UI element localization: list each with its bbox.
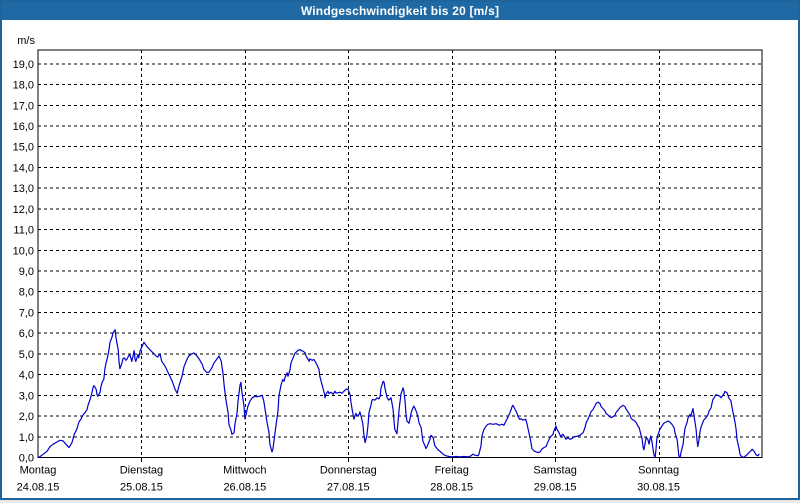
x-date-label: 25.08.15	[120, 482, 163, 494]
y-tick-label: 9,0	[19, 266, 34, 278]
y-tick-label: 8,0	[19, 287, 34, 299]
y-tick-label: 7,0	[19, 307, 34, 319]
plot-border	[37, 49, 763, 458]
window-title: Windgeschwindigkeit bis 20 [m/s]	[300, 4, 500, 18]
y-tick-label: 14,0	[13, 162, 34, 174]
x-date-label: 26.08.15	[223, 482, 266, 494]
y-tick-label: 10,0	[13, 245, 34, 257]
y-tick-label: 18,0	[13, 80, 34, 92]
y-tick-label: 15,0	[13, 142, 34, 154]
y-axis-unit-label: m/s	[17, 35, 35, 47]
y-tick-label: 19,0	[13, 59, 34, 71]
y-tick-label: 17,0	[13, 100, 34, 112]
x-date-label: 27.08.15	[327, 482, 370, 494]
wind-speed-chart: m/s 0,0 1,0 2,0 3,0 4,0 5,0 6,0 7,0 8,0 9,0 10,0 11,…	[13, 35, 763, 494]
x-date-label: 29.08.15	[534, 482, 577, 494]
y-tick-label: 16,0	[13, 121, 34, 133]
x-date-label: 30.08.15	[637, 482, 680, 494]
y-tick-label: 2,0	[19, 411, 34, 423]
y-tick-label: 11,0	[13, 225, 34, 237]
y-tick-label: 12,0	[13, 204, 34, 216]
x-date-label: 28.08.15	[430, 482, 473, 494]
y-tick-label: 5,0	[19, 349, 34, 361]
x-day-label: Donnerstag	[320, 465, 377, 477]
y-tick-label: 4,0	[19, 370, 34, 382]
x-day-label: Mittwoch	[223, 465, 266, 477]
x-day-label: Sonntag	[638, 465, 679, 477]
title-bar: Windgeschwindigkeit bis 20 [m/s]	[2, 2, 798, 20]
wind-speed-line	[37, 329, 760, 459]
chart-area: m/s 0,0 1,0 2,0 3,0 4,0 5,0 6,0 7,0 8,0 9,0 10,0 11,…	[2, 20, 798, 498]
y-tick-label: 1,0	[19, 432, 34, 444]
y-tick-label: 3,0	[19, 390, 34, 402]
x-day-label: Freitag	[435, 465, 469, 477]
y-tick-label: 13,0	[13, 183, 34, 195]
y-tick-label: 6,0	[19, 328, 34, 340]
x-day-label: Montag	[20, 465, 57, 477]
x-date-label: 24.08.15	[17, 482, 60, 494]
x-day-label: Dienstag	[120, 465, 163, 477]
x-day-label: Samstag	[533, 465, 576, 477]
y-tick-label: 0,0	[19, 453, 34, 465]
